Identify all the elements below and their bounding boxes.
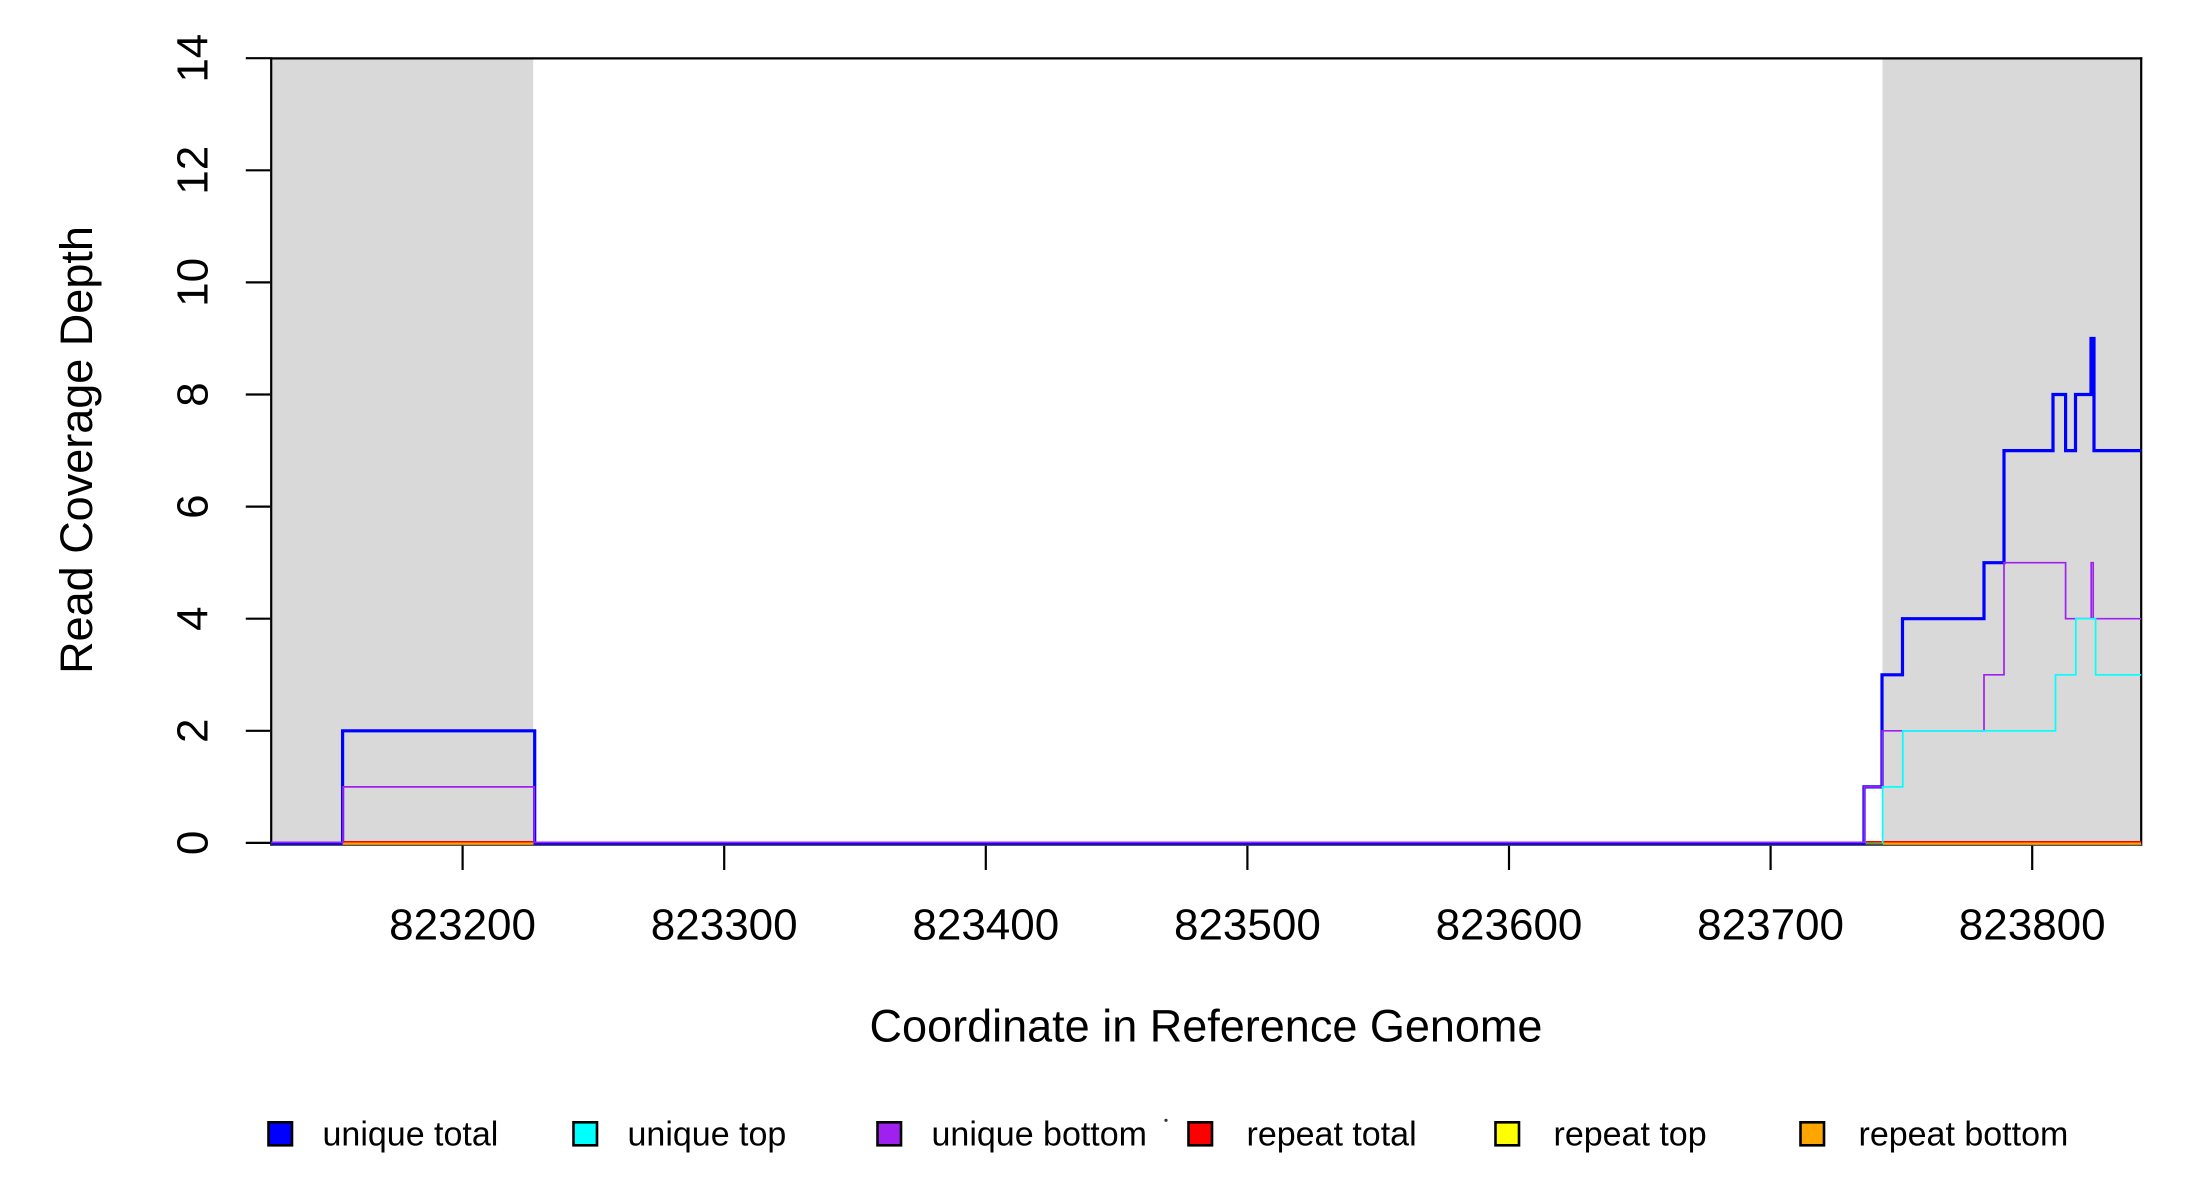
svg-text:823800: 823800 [1959,901,2106,950]
svg-text:4: 4 [169,606,218,630]
svg-text:Coordinate in Reference Genome: Coordinate in Reference Genome [870,1001,1543,1052]
svg-text:unique bottom: unique bottom [932,1116,1148,1154]
svg-text:0: 0 [169,831,218,855]
svg-text:823700: 823700 [1697,901,1844,950]
svg-text:2: 2 [169,719,218,743]
svg-text:repeat total: repeat total [1247,1116,1417,1154]
svg-text:unique top: unique top [628,1116,787,1154]
svg-text:14: 14 [169,34,218,83]
svg-text:823400: 823400 [912,901,1059,950]
svg-text:repeat top: repeat top [1554,1116,1707,1154]
svg-text:6: 6 [169,494,218,518]
svg-text:823200: 823200 [389,901,536,950]
svg-text:8: 8 [169,382,218,406]
svg-text:12: 12 [169,146,218,195]
svg-text:823300: 823300 [651,901,798,950]
svg-text:unique total: unique total [323,1116,499,1154]
svg-text:823600: 823600 [1436,901,1583,950]
svg-text:10: 10 [169,258,218,307]
svg-text:Read Coverage Depth: Read Coverage Depth [51,226,102,674]
svg-text:823500: 823500 [1174,901,1321,950]
svg-text:repeat bottom: repeat bottom [1859,1116,2069,1154]
